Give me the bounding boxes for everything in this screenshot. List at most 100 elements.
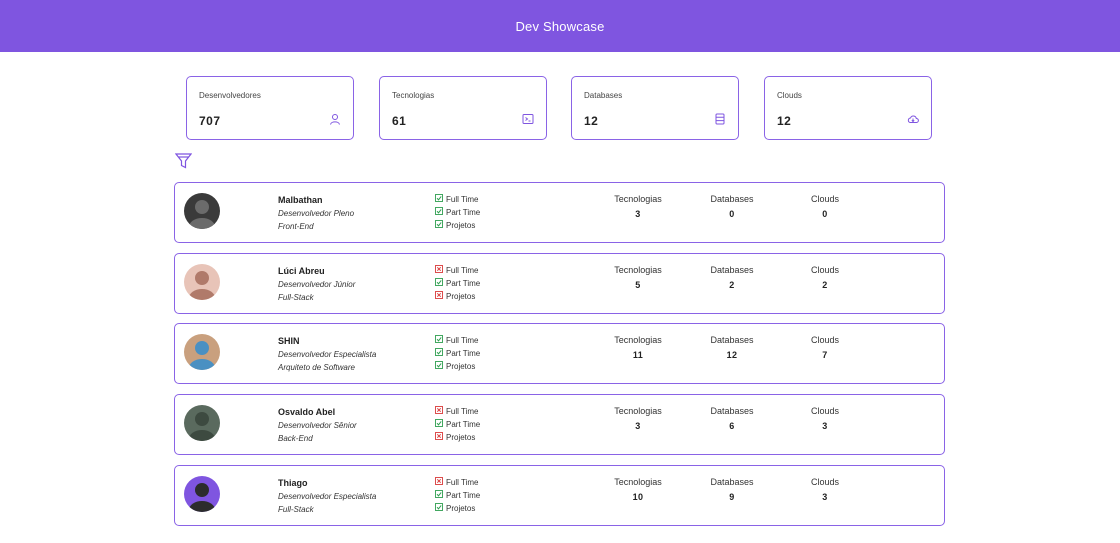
- stat-value: 12: [777, 114, 792, 128]
- availability-label: Part Time: [446, 207, 481, 217]
- metric-value: 7: [822, 350, 828, 360]
- metric-value: 3: [822, 492, 828, 502]
- developer-role: Desenvolvedor Sênior: [278, 421, 357, 430]
- metric-label: Tecnologias: [614, 194, 662, 204]
- check-icon: [435, 278, 446, 288]
- cross-icon: [435, 432, 446, 442]
- stat-card-clouds: Clouds 12: [764, 76, 932, 140]
- developer-name: Osvaldo Abel: [278, 407, 336, 417]
- metric-technologies: Tecnologias 11: [598, 335, 678, 360]
- user-icon: [330, 114, 340, 125]
- metric-label: Databases: [710, 194, 754, 204]
- stat-card-databases: Databases 12: [571, 76, 739, 140]
- developer-stack: Arquiteto de Software: [278, 363, 355, 372]
- availability-label: Projetos: [446, 361, 476, 371]
- availability-label: Projetos: [446, 503, 476, 513]
- developer-card[interactable]: Lúci Abreu Desenvolvedor Júnior Full-Stack…: [174, 253, 945, 314]
- metric-label: Clouds: [810, 477, 839, 487]
- developer-role: Desenvolvedor Júnior: [278, 280, 356, 289]
- developer-name: SHIN: [278, 336, 300, 346]
- avatar: [184, 193, 220, 229]
- filter-icon[interactable]: [175, 153, 192, 169]
- metric-technologies: Tecnologias 5: [598, 265, 678, 290]
- metric-clouds: Clouds 3: [785, 477, 865, 502]
- avatar: [184, 264, 220, 300]
- developer-stack: Full-Stack: [278, 505, 314, 514]
- availability-full-time: Full Time: [435, 194, 478, 204]
- developer-stack: Front-End: [278, 222, 314, 231]
- avatar: [184, 405, 220, 441]
- stat-value: 12: [584, 114, 599, 128]
- check-icon: [435, 194, 446, 204]
- metric-label: Clouds: [810, 194, 839, 204]
- availability-projects: Projetos: [435, 361, 475, 371]
- metric-value: 5: [635, 280, 641, 290]
- developer-card[interactable]: Thiago Desenvolvedor Especialista Full-Sta…: [174, 465, 945, 526]
- metric-technologies: Tecnologias 3: [598, 406, 678, 431]
- app-title: Dev Showcase: [515, 18, 605, 34]
- availability-label: Full Time: [446, 265, 479, 275]
- cross-icon: [435, 477, 446, 487]
- availability-label: Part Time: [446, 490, 481, 500]
- metric-clouds: Clouds 0: [785, 194, 865, 219]
- metric-value: 12: [726, 350, 738, 360]
- metric-technologies: Tecnologias 3: [598, 194, 678, 219]
- developer-name: Lúci Abreu: [278, 266, 325, 276]
- availability-label: Part Time: [446, 419, 481, 429]
- metric-value: 3: [822, 421, 828, 431]
- stat-card-developers: Desenvolvedores 707: [186, 76, 354, 140]
- availability-full-time: Full Time: [435, 406, 478, 416]
- metric-value: 3: [635, 421, 641, 431]
- availability-projects: Projetos: [435, 432, 475, 442]
- database-icon: [715, 113, 725, 125]
- developer-card[interactable]: SHIN Desenvolvedor Especialista Arquiteto …: [174, 323, 945, 384]
- metric-clouds: Clouds 3: [785, 406, 865, 431]
- availability-projects: Projetos: [435, 503, 475, 513]
- availability-label: Full Time: [446, 194, 479, 204]
- availability-label: Projetos: [446, 432, 476, 442]
- availability-label: Projetos: [446, 220, 476, 230]
- availability-label: Part Time: [446, 348, 481, 358]
- metric-databases: Databases 6: [692, 406, 772, 431]
- availability-label: Full Time: [446, 477, 479, 487]
- avatar: [184, 334, 220, 370]
- stat-label: Desenvolvedores: [199, 91, 261, 100]
- metric-databases: Databases 0: [692, 194, 772, 219]
- app-header: Dev Showcase: [0, 0, 1120, 52]
- developer-card[interactable]: Osvaldo Abel Desenvolvedor Sênior Back-End…: [174, 394, 945, 455]
- check-icon: [435, 419, 446, 429]
- metric-technologies: Tecnologias 10: [598, 477, 678, 502]
- availability-part-time: Part Time: [435, 278, 480, 288]
- terminal-icon: [522, 114, 534, 124]
- metric-databases: Databases 9: [692, 477, 772, 502]
- availability-label: Projetos: [446, 291, 476, 301]
- developer-card[interactable]: Malbathan Desenvolvedor Pleno Front-End Ful…: [174, 182, 945, 243]
- cross-icon: [435, 265, 446, 275]
- metric-value: 2: [729, 280, 735, 290]
- stat-card-technologies: Tecnologias 61: [379, 76, 547, 140]
- availability-part-time: Part Time: [435, 348, 480, 358]
- metric-label: Databases: [710, 477, 754, 487]
- metric-value: 11: [632, 350, 644, 360]
- developer-stack: Back-End: [278, 434, 313, 443]
- check-icon: [435, 490, 446, 500]
- stat-value: 61: [392, 114, 407, 128]
- availability-full-time: Full Time: [435, 335, 478, 345]
- developer-role: Desenvolvedor Especialista: [278, 350, 377, 359]
- metric-label: Databases: [710, 406, 754, 416]
- developer-name: Malbathan: [278, 195, 323, 205]
- metric-value: 10: [632, 492, 644, 502]
- metric-clouds: Clouds 2: [785, 265, 865, 290]
- stat-value: 707: [199, 114, 221, 128]
- stat-label: Clouds: [777, 91, 802, 100]
- metric-value: 0: [822, 209, 828, 219]
- metric-label: Databases: [710, 265, 754, 275]
- check-icon: [435, 207, 446, 217]
- metric-label: Tecnologias: [614, 335, 662, 345]
- check-icon: [435, 348, 446, 358]
- developer-stack: Full-Stack: [278, 293, 314, 302]
- availability-label: Full Time: [446, 406, 479, 416]
- availability-part-time: Part Time: [435, 490, 480, 500]
- cross-icon: [435, 291, 446, 301]
- check-icon: [435, 503, 446, 513]
